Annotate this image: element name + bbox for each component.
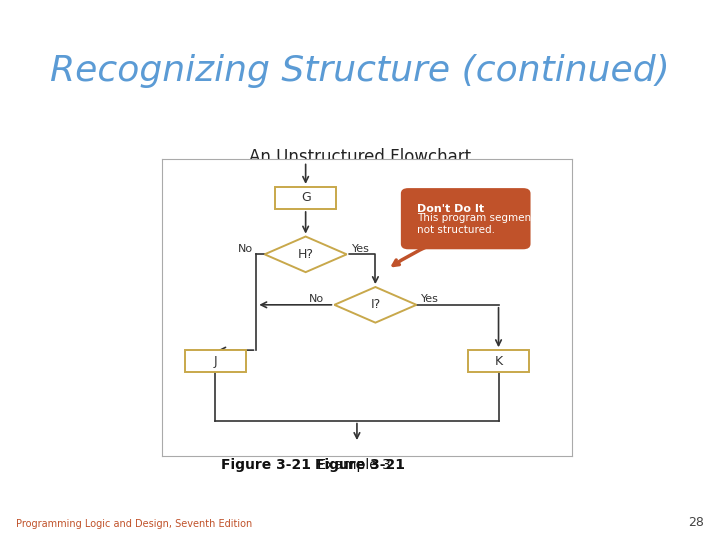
Text: G: G: [301, 191, 310, 205]
Text: 28: 28: [688, 516, 704, 529]
Text: Figure 3-21: Figure 3-21: [315, 458, 405, 472]
FancyBboxPatch shape: [184, 350, 246, 373]
Text: Recognizing Structure (continued): Recognizing Structure (continued): [50, 54, 670, 88]
Text: Figure 3-21 Example 3: Figure 3-21 Example 3: [282, 458, 438, 472]
Text: I?: I?: [370, 298, 381, 312]
Text: Don't Do It: Don't Do It: [418, 204, 485, 214]
Text: K: K: [495, 355, 503, 368]
FancyBboxPatch shape: [275, 187, 336, 209]
Text: An Unstructured Flowchart: An Unstructured Flowchart: [249, 148, 471, 166]
Text: Programming Logic and Design, Seventh Edition: Programming Logic and Design, Seventh Ed…: [16, 519, 252, 529]
Text: Example 3: Example 3: [313, 458, 391, 472]
FancyBboxPatch shape: [468, 350, 529, 373]
Polygon shape: [265, 237, 347, 272]
Polygon shape: [334, 287, 416, 322]
Text: No: No: [309, 294, 324, 305]
Text: Yes: Yes: [351, 244, 369, 254]
Text: No: No: [238, 244, 253, 254]
Text: J: J: [214, 355, 217, 368]
FancyBboxPatch shape: [401, 188, 531, 249]
Text: This program segment is
not structured.: This program segment is not structured.: [418, 213, 547, 235]
Text: Yes: Yes: [420, 294, 438, 305]
Text: H?: H?: [297, 248, 314, 261]
Text: Figure 3-21: Figure 3-21: [221, 458, 311, 472]
